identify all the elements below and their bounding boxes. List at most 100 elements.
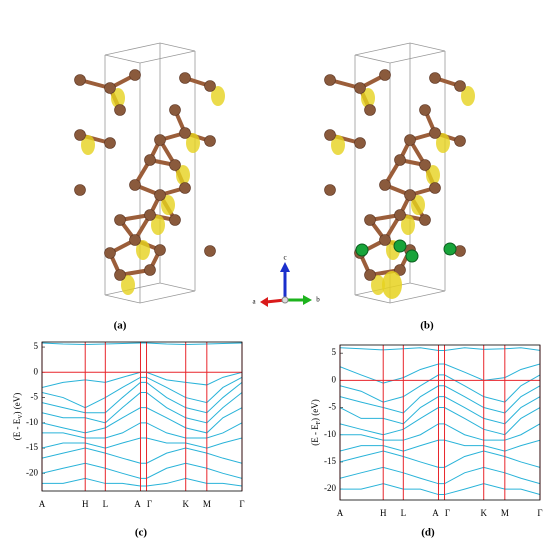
carbon-atom (154, 134, 166, 146)
charge-density (331, 135, 345, 155)
band (340, 374, 540, 403)
x-tick-label: Γ (537, 508, 542, 518)
band (42, 437, 242, 449)
band (42, 381, 242, 414)
triad-label: c (283, 254, 286, 262)
y-tick-label: -5 (31, 392, 39, 402)
band (42, 342, 242, 346)
carbon-atom (204, 135, 216, 147)
carbon-atom (179, 72, 191, 84)
y-axis-label: (E - EF) (eV) (310, 399, 322, 446)
charge-density (211, 86, 225, 106)
y-tick-label: 0 (34, 366, 39, 376)
charge-density (121, 275, 135, 295)
carbon-atom (429, 127, 441, 139)
y-axis-label-part: (E - E (12, 418, 22, 440)
metal-atom (355, 243, 369, 257)
carbon-atom (104, 82, 116, 94)
panel-label: (a) (114, 320, 127, 332)
carbon-atom (144, 209, 156, 221)
carbon-atom (154, 189, 166, 201)
charge-density (186, 133, 200, 153)
carbon-atom (114, 269, 126, 281)
charge-density (111, 88, 125, 108)
band (340, 423, 540, 441)
carbon-atom (364, 269, 376, 281)
carbon-atom (74, 184, 86, 196)
carbon-atom (204, 245, 216, 257)
y-tick-label: -5 (329, 402, 337, 412)
plot-frame (41, 341, 243, 492)
x-tick-label: Γ (445, 508, 450, 518)
x-tick-label: H (380, 508, 387, 518)
panel-label: (d) (421, 527, 435, 539)
carbon-atom (74, 129, 86, 141)
band (42, 371, 242, 388)
axes-triad: c a b (252, 254, 320, 307)
x-tick-label: K (182, 499, 189, 509)
y-tick-label: 5 (332, 347, 337, 357)
x-tick-label: A (39, 499, 46, 509)
carbon-atom (394, 264, 406, 276)
charge-density (401, 215, 415, 235)
charge-density (371, 275, 385, 295)
carbon-atom (74, 74, 86, 86)
carbon-atom (419, 104, 431, 116)
unit-cell (104, 282, 196, 304)
carbon-atom (379, 234, 391, 246)
carbon-atom (129, 234, 141, 246)
band (340, 439, 540, 452)
unit-cell (354, 42, 446, 64)
x-tick-label: A (337, 508, 344, 518)
carbon-atom (179, 127, 191, 139)
charge-density (382, 271, 402, 299)
carbon-atom (114, 214, 126, 226)
carbon-atom (394, 154, 406, 166)
y-axis-label-part: V (18, 414, 24, 419)
carbon-atom (154, 244, 166, 256)
band (340, 396, 540, 425)
x-tick-label: M (501, 508, 509, 518)
x-tick-label: K (480, 508, 487, 518)
band (340, 347, 540, 351)
y-tick-label: -20 (324, 483, 336, 493)
charge-density (81, 135, 95, 155)
x-tick-label: M (203, 499, 211, 509)
metal-atom (405, 249, 419, 263)
carbon-atom (104, 137, 116, 149)
carbon-atom (354, 82, 366, 94)
carbon-atom (419, 159, 431, 171)
charge-density (436, 133, 450, 153)
carbon-atom (379, 69, 391, 81)
x-tick-label: L (103, 499, 109, 509)
panel-label: (b) (420, 320, 434, 332)
carbon-atom (324, 184, 336, 196)
a-arrowhead (260, 297, 268, 307)
y-tick-label: 0 (332, 374, 337, 384)
y-tick-label: 5 (34, 341, 39, 351)
band (42, 422, 242, 439)
carbon-atom (379, 179, 391, 191)
carbon-atom (179, 182, 191, 194)
charge-density (151, 215, 165, 235)
band (42, 407, 242, 434)
carbon-atom (454, 135, 466, 147)
triad-label: b (316, 296, 320, 304)
carbon-atom (104, 247, 116, 259)
carbon-atom (169, 159, 181, 171)
carbon-atom (404, 134, 416, 146)
x-tick-label: A (432, 508, 439, 518)
band (42, 447, 242, 464)
x-tick-label: A (134, 499, 141, 509)
carbon-atom (114, 104, 126, 116)
charge-density (461, 86, 475, 106)
band (340, 363, 540, 384)
carbon-atom (324, 129, 336, 141)
band (42, 462, 242, 479)
triad-label: a (252, 298, 256, 306)
x-tick-label: H (82, 499, 89, 509)
metal-atom (443, 242, 457, 256)
unit-cell (104, 42, 196, 64)
